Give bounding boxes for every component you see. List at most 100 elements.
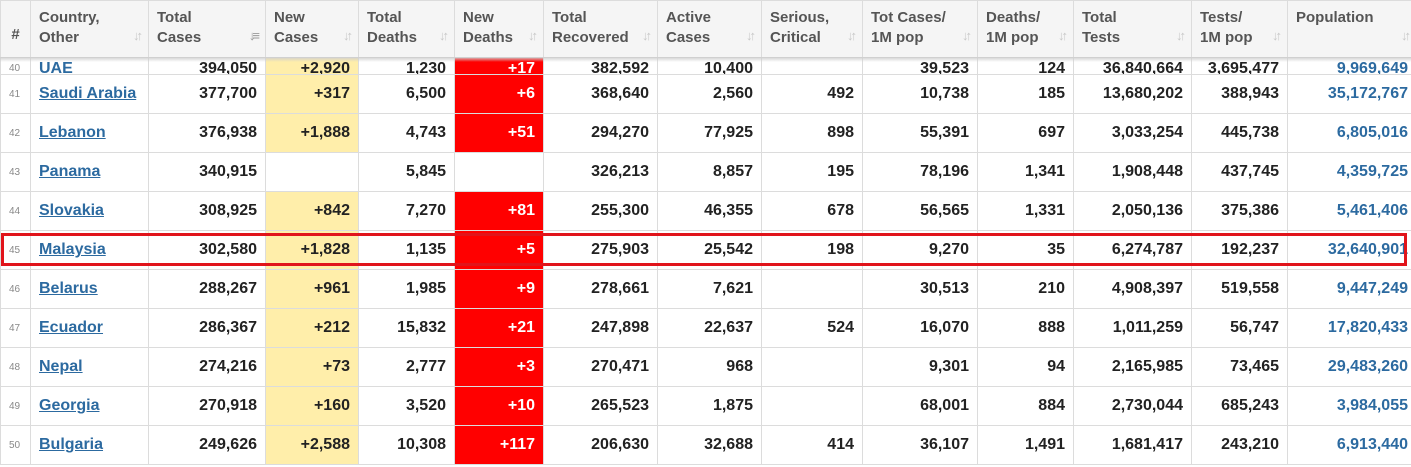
header-label-line2: Cases [274, 29, 319, 46]
header-label-line2: Tests [1082, 29, 1121, 46]
total-tests-cell: 1,908,448 [1073, 152, 1192, 192]
total-deaths-cell: 10,308 [358, 425, 455, 465]
country-link[interactable]: Nepal [39, 358, 83, 375]
total-tests-cell: 4,908,397 [1073, 269, 1192, 309]
total-deaths-cell: 1,135 [358, 230, 455, 270]
deaths-per-million-cell: 1,341 [977, 152, 1074, 192]
active-cases-cell: 32,688 [657, 425, 762, 465]
total-cases-cell: 308,925 [148, 191, 266, 231]
sort-icon[interactable]: ↓↑ [962, 28, 972, 43]
header-new-cases[interactable]: New Cases ↓↑ [265, 0, 359, 58]
total-recovered-cell: 255,300 [543, 191, 658, 231]
deaths-per-million-cell: 210 [977, 269, 1074, 309]
header-rank[interactable]: # [0, 0, 31, 58]
total-cases-cell: 274,216 [148, 347, 266, 387]
total-tests-cell: 2,730,044 [1073, 386, 1192, 426]
population-cell: 4,359,725 [1287, 152, 1411, 192]
rank-cell: 43 [0, 152, 31, 192]
active-cases-cell: 22,637 [657, 308, 762, 348]
sort-icon[interactable]: ↓↑ [439, 28, 449, 43]
header-total-deaths[interactable]: Total Deaths ↓↑ [358, 0, 455, 58]
sort-icon[interactable]: ↓↑ [528, 28, 538, 43]
header-total-cases[interactable]: Total Cases ↓≡ [148, 0, 266, 58]
country-link[interactable]: Georgia [39, 397, 100, 414]
tests-per-million-cell: 192,237 [1191, 230, 1288, 270]
header-total-tests[interactable]: Total Tests ↓↑ [1073, 0, 1192, 58]
sort-icon[interactable]: ↓↑ [1176, 28, 1186, 43]
sort-icon[interactable]: ↓↑ [1401, 28, 1411, 43]
total-recovered-cell: 275,903 [543, 230, 658, 270]
country-cell: Malaysia [30, 230, 149, 270]
total-deaths-cell: 7,270 [358, 191, 455, 231]
sort-icon[interactable]: ↓↑ [642, 28, 652, 43]
serious-critical-cell [761, 347, 863, 387]
header-label-line1: Total [552, 9, 587, 26]
country-link[interactable]: Saudi Arabia [39, 85, 137, 102]
sort-icon[interactable]: ↓↑ [343, 28, 353, 43]
new-cases-cell: +317 [265, 74, 359, 114]
serious-critical-cell: 198 [761, 230, 863, 270]
sort-icon[interactable]: ↓↑ [1272, 28, 1282, 43]
cases-per-million-cell: 30,513 [862, 269, 978, 309]
total-deaths-cell: 5,845 [358, 152, 455, 192]
table-header-row: # Country, Other ↓↑ Total Cases ↓≡ New Cases ↓↑ To… [0, 0, 1411, 58]
total-recovered-cell: 265,523 [543, 386, 658, 426]
cases-per-million-cell: 56,565 [862, 191, 978, 231]
new-cases-cell: +1,828 [265, 230, 359, 270]
sort-icon[interactable]: ↓↑ [847, 28, 857, 43]
country-cell: Ecuador [30, 308, 149, 348]
total-tests-cell: 1,011,259 [1073, 308, 1192, 348]
tests-per-million-cell: 685,243 [1191, 386, 1288, 426]
new-cases-cell: +842 [265, 191, 359, 231]
table-row: 49 Georgia 270,918 +160 3,520 +10 265,523 1,875… [0, 386, 1411, 426]
deaths-per-million-cell: 94 [977, 347, 1074, 387]
country-link[interactable]: Panama [39, 163, 101, 180]
header-cases-per-million[interactable]: Tot Cases/1M pop ↓↑ [862, 0, 978, 58]
header-active-cases[interactable]: Active Cases ↓↑ [657, 0, 762, 58]
total-cases-cell: 286,367 [148, 308, 266, 348]
cases-per-million-cell: 10,738 [862, 74, 978, 114]
new-deaths-cell: +117 [454, 425, 544, 465]
cases-per-million-cell: 78,196 [862, 152, 978, 192]
deaths-per-million-cell: 1,491 [977, 425, 1074, 465]
header-country[interactable]: Country, Other ↓↑ [30, 0, 149, 58]
header-new-deaths[interactable]: New Deaths ↓↑ [454, 0, 544, 58]
header-total-recovered[interactable]: Total Recovered ↓↑ [543, 0, 658, 58]
country-link[interactable]: Slovakia [39, 202, 104, 219]
header-label-line1: New [463, 9, 494, 26]
sort-icon[interactable]: ↓↑ [1058, 28, 1068, 43]
header-label-line2: Cases [666, 29, 711, 46]
sort-icon[interactable]: ↓↑ [746, 28, 756, 43]
country-link[interactable]: Lebanon [39, 124, 106, 141]
new-deaths-cell: +9 [454, 269, 544, 309]
total-cases-cell: 340,915 [148, 152, 266, 192]
header-label-line1: Tot Cases/ [871, 9, 946, 26]
sort-descending-icon[interactable]: ↓≡ [248, 28, 260, 43]
new-deaths-cell: +6 [454, 74, 544, 114]
header-population[interactable]: Population ↓↑ [1287, 0, 1411, 58]
country-link[interactable]: UAE [39, 60, 73, 75]
population-cell: 3,984,055 [1287, 386, 1411, 426]
new-deaths-cell: +21 [454, 308, 544, 348]
sort-icon[interactable]: ↓↑ [133, 28, 143, 43]
header-label-line1: Population [1296, 9, 1374, 26]
header-label-line1: Total [1082, 9, 1117, 26]
header-serious-critical[interactable]: Serious, Critical ↓↑ [761, 0, 863, 58]
table-row: 41 Saudi Arabia 377,700 +317 6,500 +6 368,640 2… [0, 74, 1411, 114]
country-link[interactable]: Ecuador [39, 319, 104, 336]
table-row: 50 Bulgaria 249,626 +2,588 10,308 +117 206,630… [0, 425, 1411, 465]
new-deaths-cell [454, 152, 544, 192]
serious-critical-cell: 524 [761, 308, 863, 348]
tests-per-million-cell: 388,943 [1191, 74, 1288, 114]
tests-per-million-cell: 375,386 [1191, 191, 1288, 231]
table-row: 47 Ecuador 286,367 +212 15,832 +21 247,898 22,6… [0, 308, 1411, 348]
country-link[interactable]: Malaysia [39, 241, 106, 258]
header-tests-per-million[interactable]: Tests/1M pop ↓↑ [1191, 0, 1288, 58]
header-deaths-per-million[interactable]: Deaths/1M pop ↓↑ [977, 0, 1074, 58]
country-cell: Saudi Arabia [30, 74, 149, 114]
country-link[interactable]: Bulgaria [39, 436, 104, 453]
rank-cell: 48 [0, 347, 31, 387]
country-link[interactable]: Belarus [39, 280, 98, 297]
total-tests-cell: 13,680,202 [1073, 74, 1192, 114]
tests-per-million-cell: 445,738 [1191, 113, 1288, 153]
